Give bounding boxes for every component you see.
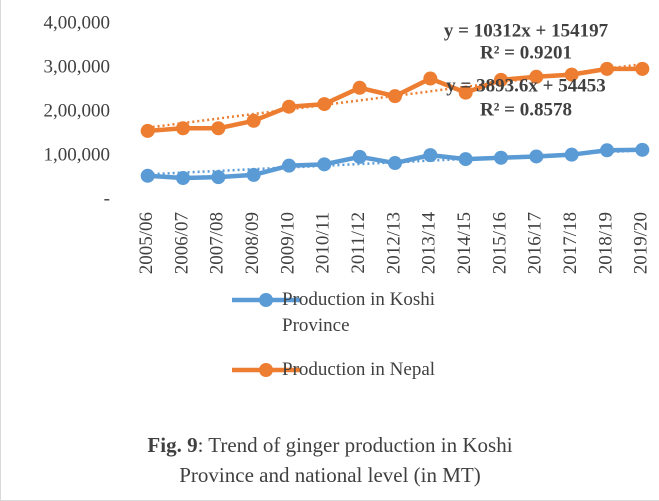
x-tick-label: 2009/10: [277, 212, 298, 274]
trend-equation: y = 3893.6x + 54453: [446, 75, 605, 96]
trend-equation: y = 10312x + 154197: [444, 20, 609, 41]
y-tick-label: 4,00,000: [44, 12, 111, 33]
legend-marker: [259, 363, 273, 377]
point: [246, 167, 261, 182]
y-tick-label: 2,00,000: [44, 100, 111, 121]
point: [564, 67, 579, 82]
point: [600, 61, 614, 76]
point: [423, 71, 438, 86]
point: [635, 61, 650, 76]
x-tick-label: 2014/15: [454, 212, 475, 274]
point: [423, 148, 438, 163]
point: [494, 150, 508, 165]
x-tick-label: 2008/09: [242, 212, 263, 274]
x-tick-label: 2018/19: [595, 212, 616, 274]
point: [352, 149, 367, 164]
point: [140, 123, 155, 138]
point: [317, 97, 332, 112]
point: [140, 168, 155, 183]
x-tick-label: 2011/12: [348, 212, 369, 274]
x-tick-label: 2012/13: [383, 212, 404, 274]
point: [176, 171, 190, 185]
point: [635, 142, 650, 157]
x-tick-label: 2019/20: [631, 212, 652, 274]
point: [600, 143, 614, 158]
point: [458, 152, 473, 167]
x-tick-label: 2005/06: [136, 212, 157, 274]
point: [494, 72, 508, 87]
legend-label: Production in Nepal: [282, 359, 436, 380]
trend-r2: R² = 0.8578: [480, 99, 572, 120]
legend-label: Production in Koshi Province: [282, 289, 436, 336]
point: [211, 121, 226, 136]
point: [388, 156, 402, 171]
x-tick-label: 2015/16: [489, 212, 510, 274]
plot-area: - 1,00,000 2,00,000 3,00,000 4,00,000 2005/06…: [44, 12, 652, 377]
legend-marker: [259, 293, 273, 307]
y-tick-label: 3,00,000: [44, 56, 111, 77]
x-tick-label: 2013/14: [419, 212, 440, 275]
caption-label: Fig. 9: [147, 433, 198, 457]
caption: Fig. 9: Trend of ginger production in Ko…: [130, 430, 530, 490]
trend-r2: R² = 0.9201: [480, 42, 572, 63]
point: [211, 170, 226, 185]
y-tick-label: -: [104, 188, 110, 209]
caption-text: : Trend of ginger production in Koshi Pr…: [179, 433, 513, 487]
point: [529, 69, 544, 84]
y-tick-label: 1,00,000: [44, 144, 111, 165]
point: [176, 121, 190, 136]
point: [317, 157, 332, 172]
point: [564, 147, 579, 162]
x-tick-label: 2007/08: [207, 212, 228, 274]
x-tick-label: 2006/07: [171, 212, 192, 274]
x-tick-label: 2017/18: [560, 212, 581, 274]
point: [282, 99, 296, 114]
point: [529, 149, 544, 164]
x-tick-label: 2016/17: [525, 212, 546, 274]
x-tick-label: 2010/11: [313, 212, 334, 274]
point: [458, 85, 473, 100]
point: [246, 113, 261, 128]
point: [388, 89, 402, 104]
point: [352, 80, 367, 95]
point: [282, 158, 296, 173]
